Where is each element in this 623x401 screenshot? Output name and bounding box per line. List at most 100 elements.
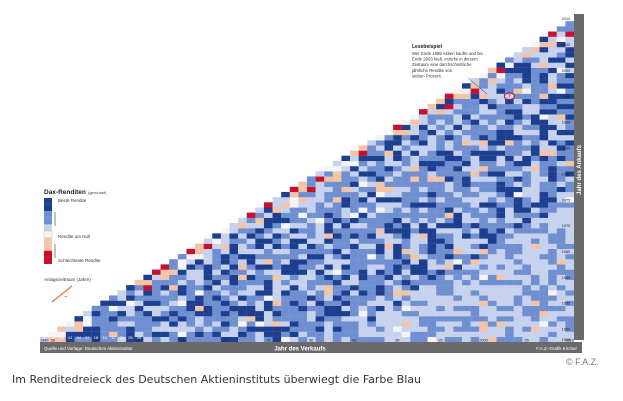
heatmap-cell <box>548 171 557 177</box>
heatmap-cell <box>375 228 385 234</box>
heatmap-cell <box>513 166 523 172</box>
heatmap-cell <box>539 295 549 301</box>
heatmap-cell <box>74 331 84 337</box>
heatmap-cell <box>565 150 575 156</box>
heatmap-cell <box>393 331 402 337</box>
heatmap-cell <box>496 212 506 218</box>
heatmap-cell <box>410 171 420 177</box>
heatmap-cell <box>556 259 566 265</box>
heatmap-cell <box>246 300 256 306</box>
heatmap-cell <box>513 67 523 74</box>
cell-value-label: 25 <box>137 335 142 340</box>
heatmap-cell <box>556 88 566 94</box>
heatmap-cell <box>470 176 480 182</box>
heatmap-cell <box>462 259 471 265</box>
heatmap-cell <box>487 181 497 187</box>
heatmap-cell <box>513 233 523 239</box>
heatmap-cell <box>238 279 247 286</box>
heatmap-cell <box>220 269 230 275</box>
heatmap-cell <box>246 295 256 301</box>
heatmap-cell <box>367 269 377 275</box>
heatmap-cell <box>272 274 282 281</box>
heatmap-cell <box>126 290 135 296</box>
cell-value-label: 31 <box>120 335 125 340</box>
heatmap-cell <box>565 207 575 213</box>
heatmap-cell <box>427 103 437 110</box>
heatmap-cell <box>496 290 506 296</box>
heatmap-cell <box>401 305 411 312</box>
heatmap-cell <box>444 197 454 203</box>
heatmap-cell <box>134 326 144 332</box>
heatmap-cell <box>186 300 196 306</box>
heatmap-cell <box>479 98 489 105</box>
heatmap-cell <box>487 114 497 120</box>
heatmap-cell <box>220 331 230 337</box>
heatmap-cell <box>418 264 428 270</box>
heatmap-cell <box>539 331 549 337</box>
heatmap-cell <box>229 316 239 322</box>
heatmap-cell <box>436 243 445 249</box>
heatmap-cell <box>453 124 463 130</box>
heatmap-cell <box>539 103 549 110</box>
heatmap-cell <box>462 186 471 193</box>
heatmap-cell <box>522 326 532 332</box>
heatmap-cell <box>238 316 247 322</box>
heatmap-cell <box>195 295 204 301</box>
heatmap-cell <box>298 233 308 239</box>
heatmap-cell <box>246 259 256 265</box>
heatmap-cell <box>151 336 161 343</box>
heatmap-cell <box>418 129 428 136</box>
heatmap-cell <box>401 254 411 260</box>
heatmap-cell <box>530 279 540 286</box>
heatmap-cell <box>496 321 506 327</box>
heatmap-cell <box>272 285 282 291</box>
heatmap-cell <box>238 305 247 312</box>
heatmap-cell <box>289 212 299 218</box>
heatmap-cell <box>496 197 506 203</box>
y-axis-ticks: 2010200520001995199019851980197519701965… <box>562 17 570 342</box>
heatmap-cell <box>358 160 368 167</box>
heatmap-cell <box>427 176 437 182</box>
heatmap-cell <box>384 274 394 281</box>
heatmap-cell <box>203 321 213 327</box>
heatmap-cell <box>470 135 480 141</box>
heatmap-cell <box>513 238 523 244</box>
heatmap-cell <box>479 119 489 125</box>
heatmap-cell <box>418 331 428 337</box>
heatmap-cell <box>410 326 420 332</box>
heatmap-cell <box>539 248 549 255</box>
heatmap-cell <box>427 316 437 322</box>
heatmap-cell <box>548 269 557 275</box>
heatmap-cell <box>384 248 394 255</box>
heatmap-cell <box>100 305 110 312</box>
heatmap-cell <box>505 114 514 120</box>
heatmap-cell <box>272 290 282 296</box>
heatmap-cell <box>556 316 566 322</box>
heatmap-cell <box>315 290 325 296</box>
heatmap-cell <box>74 326 84 332</box>
heatmap-cell <box>272 279 282 286</box>
heatmap-cell <box>272 269 282 275</box>
heatmap-cell <box>220 285 230 291</box>
heatmap-cell <box>332 285 342 291</box>
heatmap-cell <box>453 316 463 322</box>
heatmap-cell <box>427 269 437 275</box>
heatmap-cell <box>341 331 351 337</box>
heatmap-cell <box>375 176 385 182</box>
heatmap-cell <box>530 310 540 317</box>
heatmap-cell <box>479 243 489 249</box>
heatmap-cell <box>496 150 506 156</box>
heatmap-cell <box>384 269 394 275</box>
heatmap-cell <box>513 88 523 94</box>
heatmap-cell <box>350 186 359 193</box>
heatmap-cell <box>341 217 351 224</box>
heatmap-cell <box>281 326 290 332</box>
heatmap-cell <box>229 243 239 249</box>
example-text: Wer Ende 1995 Aktien kaufte und bisEnde … <box>411 51 483 78</box>
heatmap-cell <box>315 274 325 281</box>
heatmap-cell <box>444 129 454 136</box>
heatmap-cell <box>522 321 532 327</box>
heatmap-cell <box>410 160 420 167</box>
heatmap-cell <box>410 336 420 343</box>
heatmap-cell <box>548 47 557 53</box>
